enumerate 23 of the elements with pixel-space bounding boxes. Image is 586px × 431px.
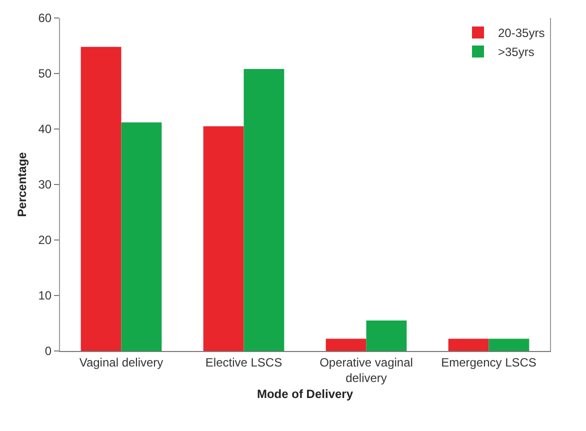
y-tick-label: 30: [38, 178, 52, 192]
bar: [244, 69, 284, 351]
y-tick-label: 10: [38, 288, 52, 303]
y-tick-label: 60: [38, 11, 52, 26]
y-tick-label: 40: [38, 122, 52, 136]
bar: [366, 320, 407, 351]
bar: [203, 126, 244, 351]
x-tick-label: Vaginal delivery: [79, 355, 164, 370]
legend-label: 20-35yrs: [498, 26, 545, 40]
legend-label: >35yrs: [498, 45, 534, 60]
y-tick-label: 20: [38, 233, 52, 248]
y-axis-title: Percentage: [15, 152, 29, 217]
x-tick-label: Elective LSCS: [205, 355, 282, 370]
y-tick-label: 0: [44, 344, 52, 358]
bar: [80, 46, 122, 351]
y-tick-label: 50: [38, 66, 52, 81]
bar: [326, 338, 366, 351]
x-tick-label: Emergency LSCS: [441, 355, 536, 370]
x-axis-title: Mode of Delivery: [256, 387, 354, 401]
bar: [448, 338, 489, 351]
bar: [488, 338, 530, 351]
x-tick-label: Operative vaginal delivery: [320, 355, 413, 385]
bar: [121, 122, 162, 351]
